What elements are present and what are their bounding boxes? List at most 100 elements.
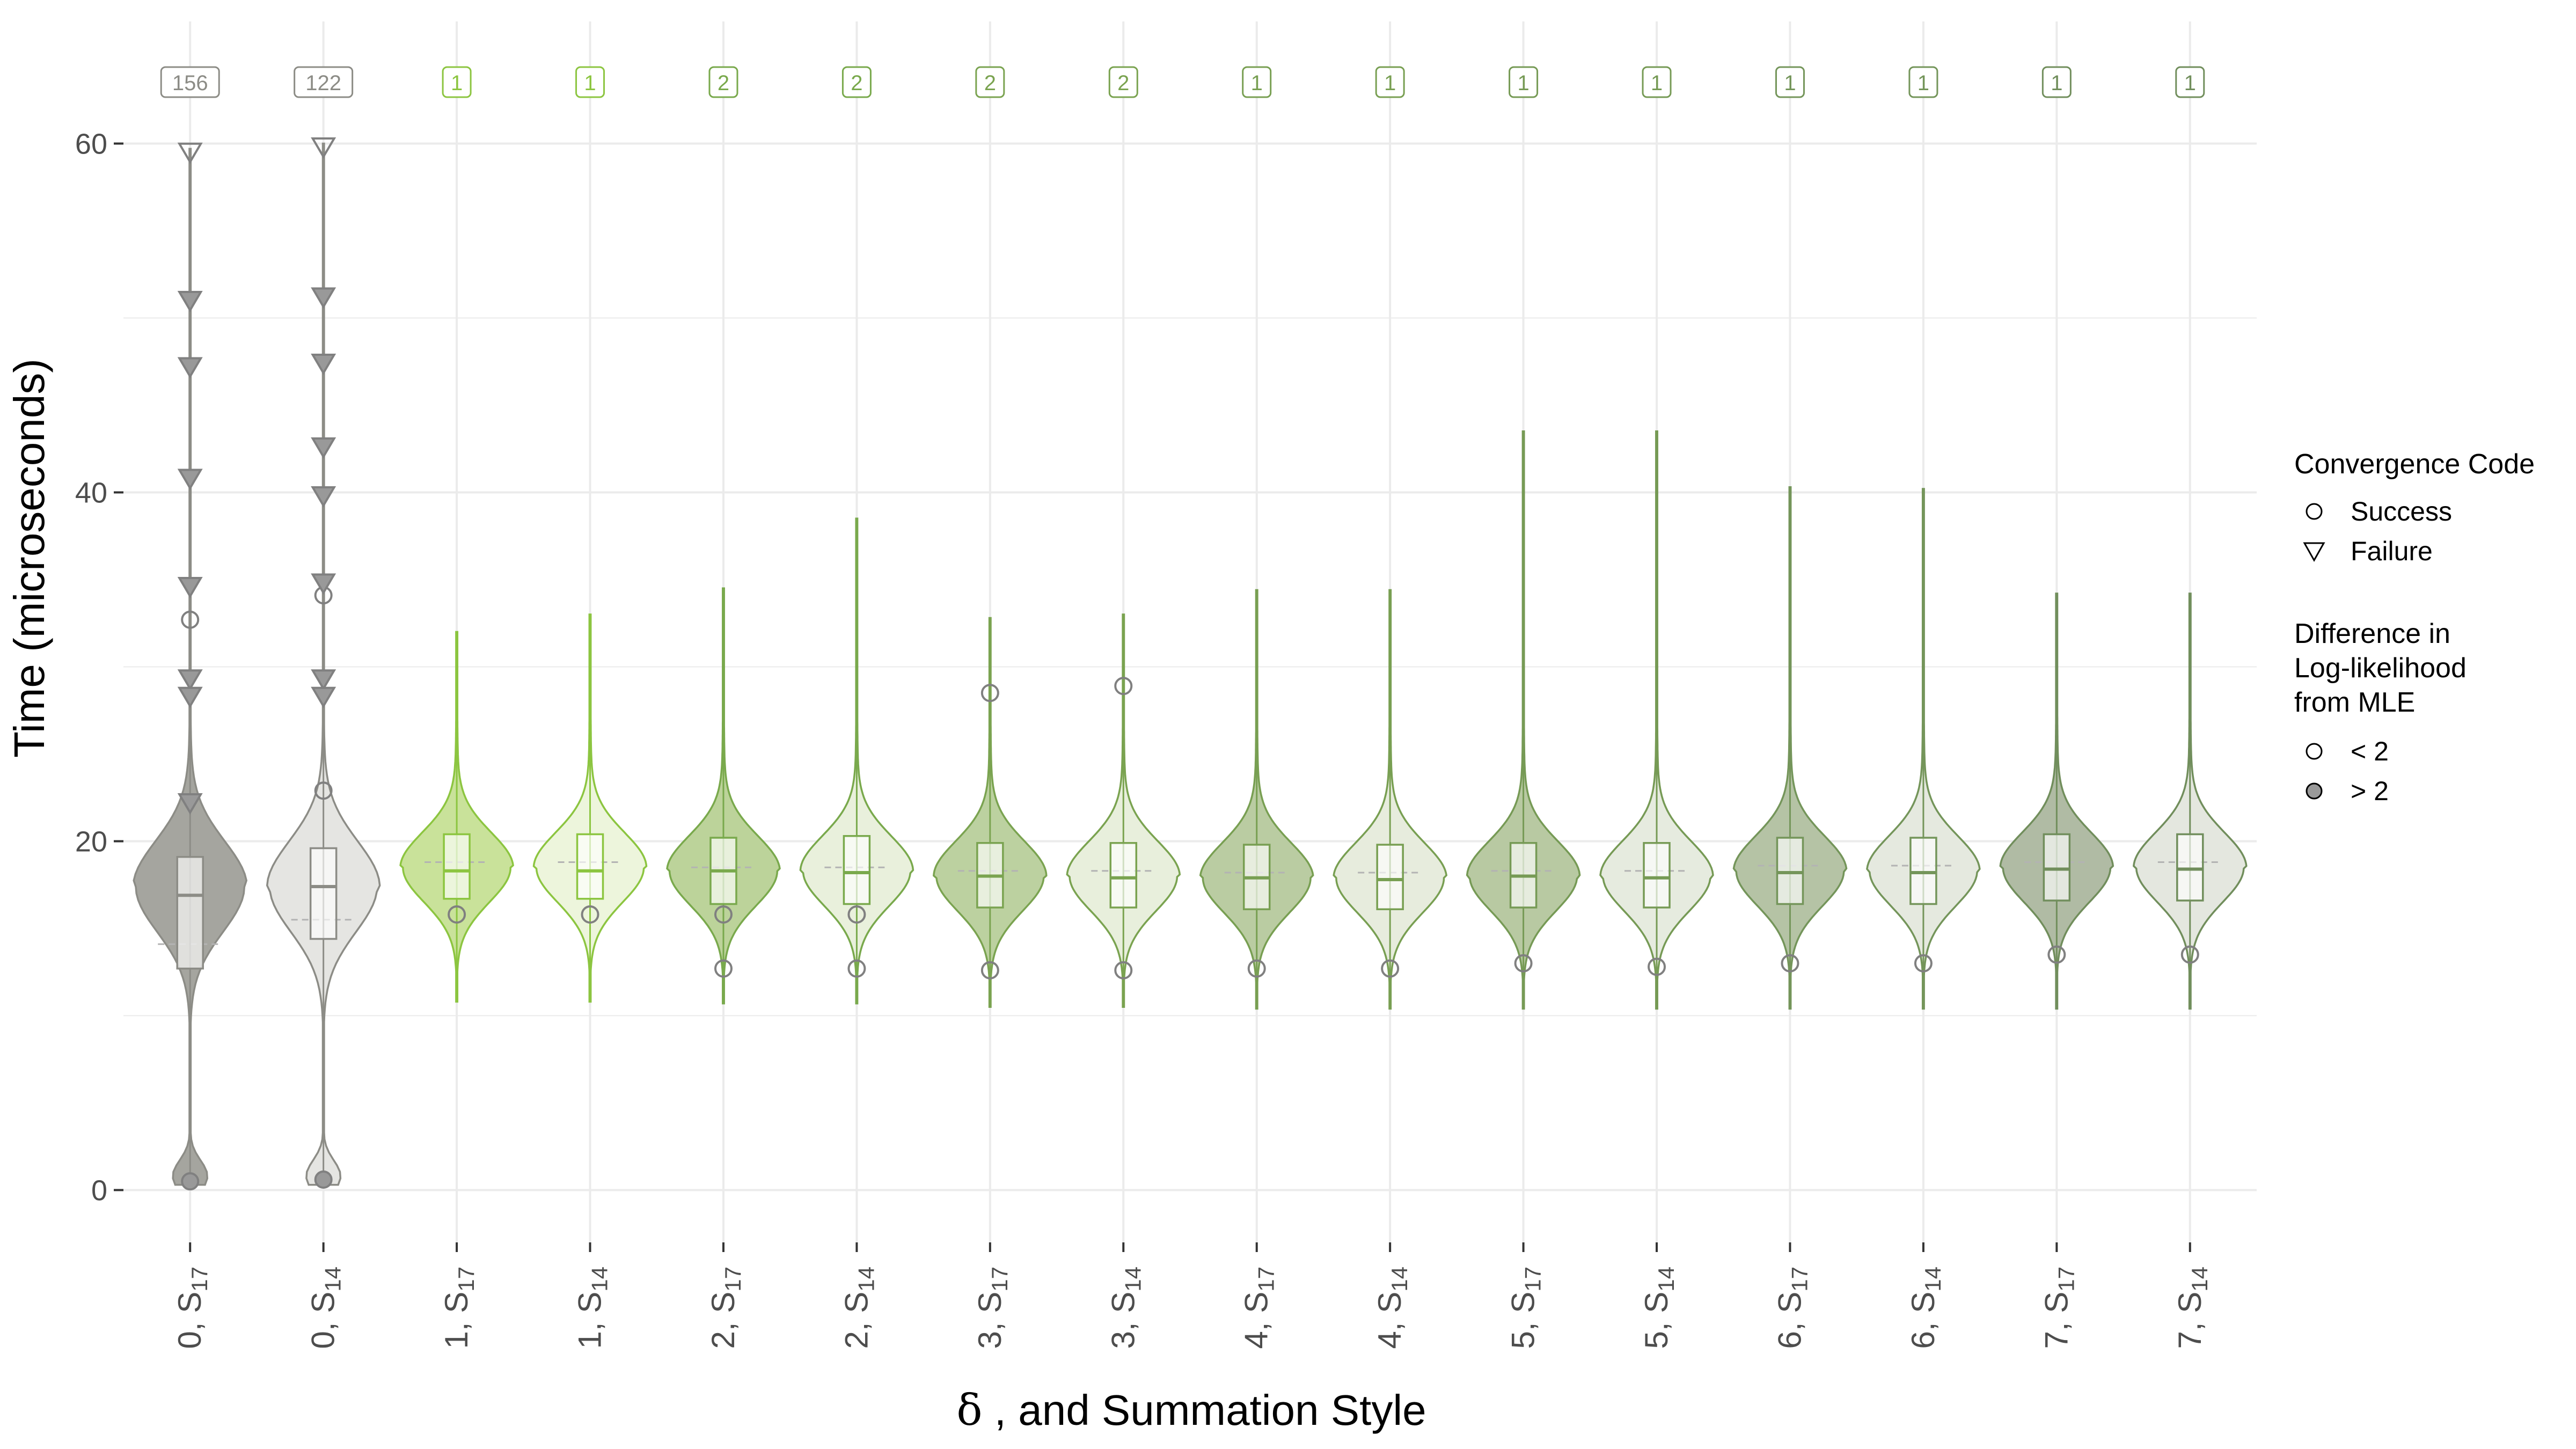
- x-tick-delta: 7, S: [2172, 1292, 2208, 1349]
- count-box: [2041, 66, 2072, 98]
- x-tick-delta: 4, S: [1372, 1292, 1408, 1349]
- count-label: 1: [2041, 66, 2072, 98]
- outlier-point: [314, 781, 333, 800]
- x-axis-title-rest: , and Summation Style: [983, 1386, 1426, 1434]
- count-box: [160, 66, 220, 98]
- outlier-point: [980, 961, 999, 979]
- count-box: [1908, 66, 1938, 98]
- x-tick-subscript: 17: [187, 1267, 212, 1292]
- count-label: 1: [1509, 66, 1539, 98]
- x-tick-subscript: 17: [987, 1267, 1012, 1292]
- count-box: [1775, 66, 1805, 98]
- count-label: 2: [975, 66, 1005, 98]
- violin-group: [1732, 486, 1848, 1010]
- count-text: 2: [718, 71, 729, 95]
- x-tick-delta: 1, S: [438, 1292, 474, 1349]
- outlier-point: [311, 573, 336, 595]
- outlier-point: [581, 905, 599, 924]
- x-tick-label: 7, S14: [2172, 1267, 2212, 1349]
- count-text: 1: [1784, 71, 1796, 95]
- count-text: 1: [451, 71, 463, 95]
- x-tick-subscript: 14: [1920, 1267, 1945, 1292]
- y-tick-label: 60: [75, 128, 107, 160]
- count-box: [1509, 66, 1539, 98]
- x-tick-label: 0, S17: [172, 1267, 212, 1349]
- count-label: 2: [1108, 66, 1138, 98]
- outlier-point: [311, 354, 336, 375]
- outlier-point: [847, 905, 866, 924]
- x-tick-delta: 7, S: [2038, 1292, 2074, 1349]
- x-tick-delta: 0, S: [305, 1292, 341, 1349]
- outlier-point: [311, 486, 336, 508]
- count-box: [841, 66, 872, 98]
- x-tick-delta: 5, S: [1505, 1292, 1541, 1349]
- box: [843, 835, 871, 905]
- count-box: [575, 66, 605, 98]
- count-box: [442, 66, 472, 98]
- x-tick-label: 2, S14: [838, 1267, 879, 1349]
- outlier-point: [181, 610, 200, 629]
- x-tick-delta: 1, S: [572, 1292, 608, 1349]
- outlier-point: [1114, 961, 1133, 979]
- count-text: 1: [1918, 71, 1929, 95]
- violin-group: [2132, 592, 2248, 1010]
- x-tick-label: 3, S17: [972, 1267, 1012, 1349]
- outlier-point: [847, 959, 866, 978]
- x-tick-label: 5, S14: [1638, 1267, 1679, 1349]
- outlier-point: [2180, 945, 2199, 964]
- count-text: 1: [1651, 71, 1663, 95]
- x-tick-subscript: 17: [453, 1267, 479, 1292]
- x-tick-delta: 2, S: [838, 1292, 874, 1349]
- violin-group: [133, 142, 248, 1191]
- x-tick-label: 4, S17: [1239, 1267, 1279, 1349]
- count-label: 1: [1242, 66, 1272, 98]
- outlier-point: [311, 686, 336, 708]
- count-text: 122: [305, 71, 341, 95]
- violin-group: [799, 517, 914, 1005]
- outlier-point: [177, 469, 203, 491]
- count-text: 2: [1117, 71, 1129, 95]
- count-text: 1: [1384, 71, 1396, 95]
- outlier-point: [177, 577, 203, 598]
- violin-group: [1333, 589, 1448, 1010]
- outlier-point: [177, 357, 203, 379]
- count-labels: 156 122 1 1 2 2 2 2 1 1 1 1 1 1 1 1: [160, 66, 2205, 98]
- violin-group: [932, 617, 1048, 1008]
- count-label: 156: [160, 66, 220, 98]
- count-box: [1108, 66, 1138, 98]
- x-tick-delta: 0, S: [172, 1292, 208, 1349]
- y-tick-label: 20: [75, 826, 107, 858]
- x-tick-label: 7, S17: [2038, 1267, 2079, 1349]
- violin-group: [1866, 488, 1981, 1010]
- outlier-point: [177, 669, 203, 691]
- x-axis-title: δ , and Summation Style: [956, 1385, 1426, 1435]
- box: [576, 833, 604, 900]
- count-text: 156: [172, 71, 208, 95]
- outlier-point: [1781, 954, 1799, 972]
- outlier-point: [1381, 959, 1400, 978]
- x-tick-label: 2, S17: [705, 1267, 745, 1349]
- count-label: 1: [1375, 66, 1405, 98]
- outlier-point: [980, 684, 999, 702]
- legend-success-label: Success: [2351, 496, 2452, 526]
- x-tick-label: 3, S14: [1105, 1267, 1145, 1349]
- outlier-point: [177, 142, 203, 164]
- outlier-point: [177, 686, 203, 708]
- outlier-point: [181, 1172, 200, 1191]
- outlier-point: [1114, 677, 1133, 696]
- grid-layer: [123, 21, 2257, 1242]
- x-tick-subscript: 17: [1787, 1267, 1812, 1292]
- outlier-point: [714, 959, 733, 978]
- count-label: 1: [2175, 66, 2205, 98]
- x-tick-subscript: 14: [1653, 1267, 1679, 1292]
- violin-group: [1999, 592, 2114, 1010]
- x-tick-subscript: 14: [587, 1267, 612, 1292]
- legend-gt2-icon: [2306, 782, 2323, 800]
- outlier-point: [1914, 954, 1933, 972]
- count-box: [1242, 66, 1272, 98]
- x-tick-subscript: 17: [1254, 1267, 1279, 1292]
- violin-group: [666, 587, 781, 1005]
- count-box: [1642, 66, 1672, 98]
- x-tick-delta: 3, S: [972, 1292, 1008, 1349]
